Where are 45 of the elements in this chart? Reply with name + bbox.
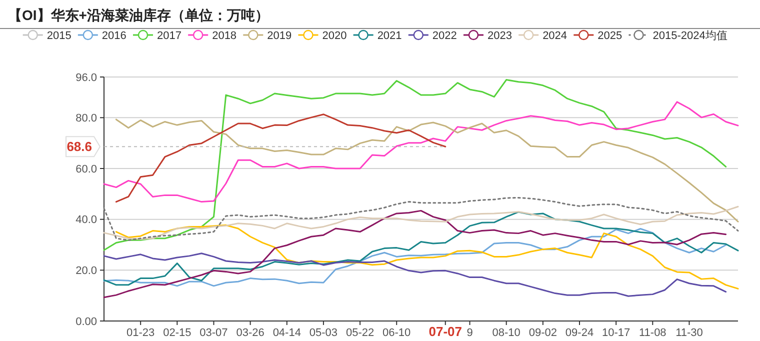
x-tick-label: 10-17	[602, 327, 630, 339]
x-tick-label: 01-23	[126, 327, 155, 339]
legend-label: 2017	[157, 30, 182, 42]
x-tick-label: 9	[466, 327, 473, 339]
legend-label: 2016	[102, 30, 126, 42]
legend-label: 2015	[46, 30, 72, 42]
legend-label: 2021	[377, 30, 402, 42]
annotation: 68.6	[66, 139, 92, 154]
line-series	[103, 206, 739, 240]
x-tick-label: 09-02	[528, 327, 557, 339]
x-tick-label: 02-15	[163, 327, 192, 339]
y-tick-label: 60.0	[76, 163, 97, 176]
line-series	[103, 79, 727, 251]
x-tick-label: 11-30	[676, 327, 703, 339]
line-series	[115, 118, 739, 222]
line-series	[103, 101, 739, 203]
y-tick-label: 0.00	[76, 316, 97, 328]
x-tick-label: 11-08	[638, 327, 666, 339]
y-tick-label: 20.0	[76, 265, 97, 278]
line-series	[103, 211, 739, 286]
line-series	[103, 196, 739, 241]
x-tick-label: 09-24	[565, 327, 594, 339]
x-tick-label: 05-03	[309, 327, 338, 339]
x-tick-label: 07-07	[428, 324, 462, 339]
y-tick-label: 96.0	[76, 72, 97, 84]
chart-title: 【OI】华东+沿海菜油库存（单位：万吨）	[8, 7, 269, 23]
legend-label: 2023	[487, 30, 512, 42]
y-tick-label: 80.0	[76, 112, 97, 125]
x-tick-label: 06-10	[382, 327, 411, 339]
line-series	[103, 252, 727, 297]
x-tick-label: 03-26	[236, 327, 264, 339]
x-tick-label: 03-07	[200, 327, 228, 339]
legend-label: 2020	[322, 30, 347, 42]
legend-label: 2024	[542, 30, 568, 42]
y-tick-label: 40.0	[76, 214, 97, 226]
legend-label: 2018	[212, 30, 237, 42]
x-tick-label: 04-14	[272, 327, 301, 339]
line-series	[115, 114, 446, 203]
x-tick-label: 08-10	[492, 327, 520, 339]
x-tick-label: 05-22	[346, 327, 374, 339]
legend-label: 2025	[598, 30, 622, 42]
legend-label: 2015-2024均值	[652, 30, 728, 42]
legend-label: 2022	[432, 30, 457, 42]
legend-label: 2019	[267, 30, 292, 42]
line-series	[103, 210, 727, 298]
